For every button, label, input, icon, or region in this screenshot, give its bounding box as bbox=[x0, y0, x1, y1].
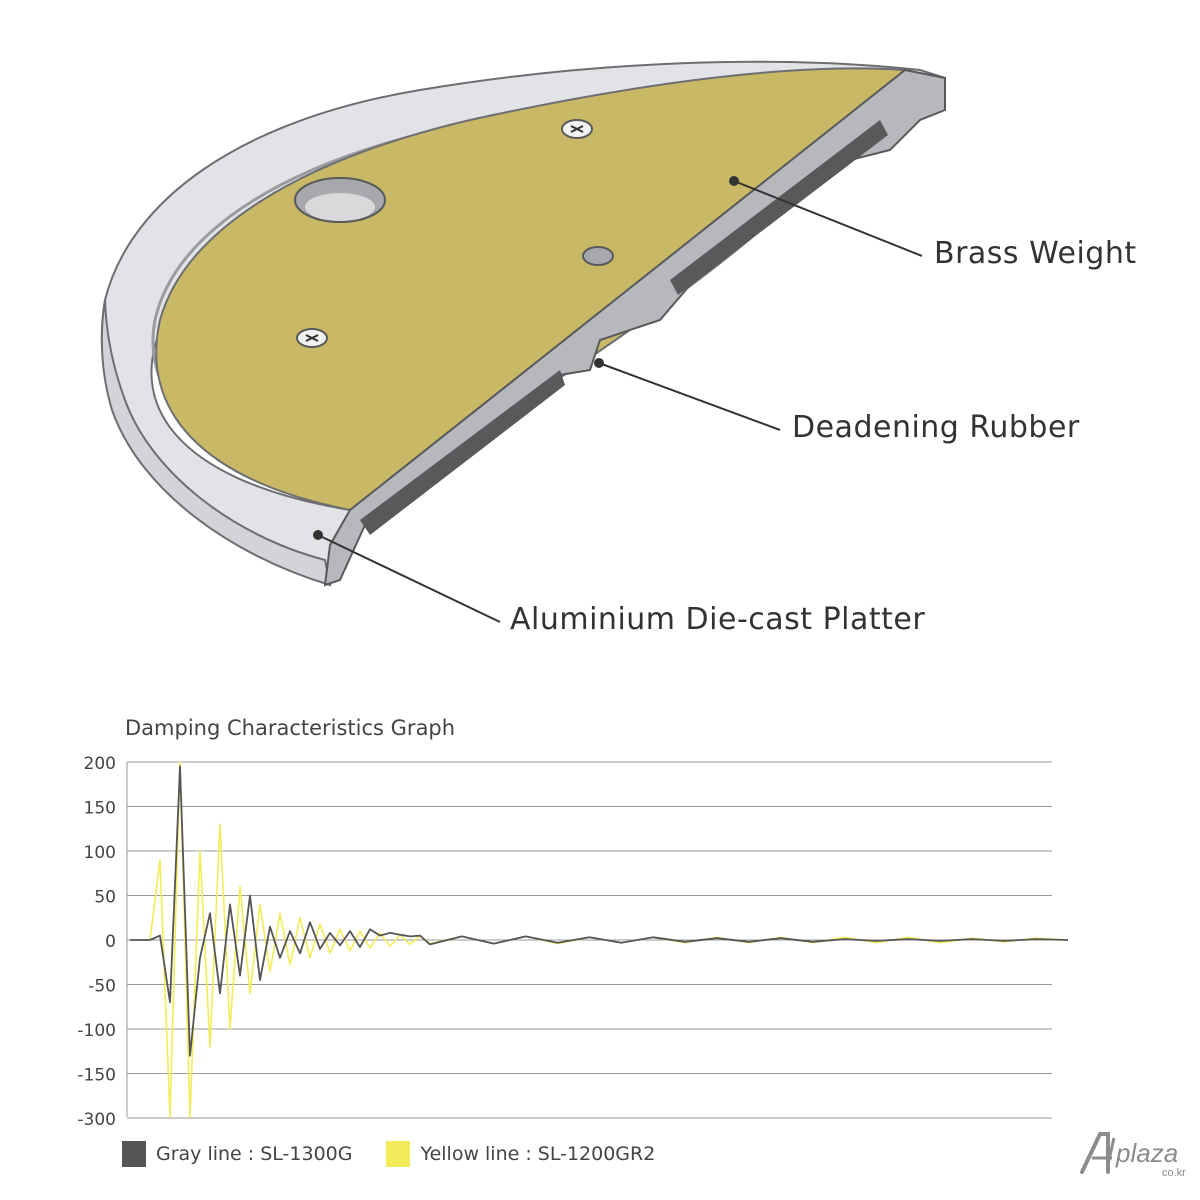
damping-chart: 200 150 100 50 0 -50 -100 -150 -300 bbox=[77, 754, 1069, 1130]
rubber-leader-line bbox=[598, 362, 781, 431]
cut-section-dark-band bbox=[360, 370, 565, 535]
legend-swatch-gray bbox=[122, 1141, 146, 1167]
legend-label-gray: Gray line : SL-1300G bbox=[156, 1143, 353, 1165]
chart-y-tick-label: -300 bbox=[77, 1110, 116, 1130]
chart-y-tick-label: -50 bbox=[88, 977, 116, 997]
platter-cross-section-illustration bbox=[100, 60, 947, 623]
chart-y-tick-label: 50 bbox=[94, 888, 116, 908]
chart-y-ticks: 200 150 100 50 0 -50 -100 -150 -300 bbox=[77, 754, 116, 1130]
brass-leader-line bbox=[733, 180, 923, 257]
legend-item-yellow: Yellow line : SL-1200GR2 bbox=[386, 1141, 655, 1167]
avplaza-watermark-logo: plaza co.kr bbox=[1080, 1132, 1186, 1179]
chart-y-tick-label: 100 bbox=[84, 843, 116, 863]
legend-label-yellow: Yellow line : SL-1200GR2 bbox=[420, 1143, 656, 1165]
series-line-gray bbox=[130, 765, 1069, 1057]
small-hole bbox=[582, 246, 614, 266]
aluminium-platter-label: Aluminium Die-cast Platter bbox=[510, 602, 926, 637]
screw-top bbox=[561, 119, 593, 139]
watermark-main-text: plaza bbox=[1115, 1138, 1178, 1168]
legend-item-gray: Gray line : SL-1300G bbox=[122, 1141, 352, 1167]
legend-swatch-yellow bbox=[386, 1141, 411, 1167]
chart-y-tick-label: 150 bbox=[84, 799, 116, 819]
chart-y-tick-label: -150 bbox=[77, 1066, 116, 1086]
chart-title: Damping Characteristics Graph bbox=[125, 716, 456, 740]
platter-rim-front bbox=[100, 299, 332, 587]
chart-legend: Gray line : SL-1300G Yellow line : SL-12… bbox=[122, 1138, 689, 1170]
brass-weight-label: Brass Weight bbox=[934, 236, 1137, 271]
chart-series bbox=[130, 761, 1069, 1118]
platter-leader-line bbox=[317, 534, 501, 623]
chart-y-tick-label: 200 bbox=[84, 754, 116, 774]
cut-section-dark-band-right bbox=[670, 120, 888, 295]
screw-left bbox=[296, 328, 328, 348]
deadening-rubber-label: Deadening Rubber bbox=[792, 410, 1080, 445]
watermark-sub-text: co.kr bbox=[1162, 1167, 1186, 1179]
center-hole-inner bbox=[305, 193, 375, 221]
chart-y-tick-label: -100 bbox=[77, 1021, 116, 1041]
chart-grid bbox=[126, 761, 1052, 1119]
chart-y-tick-label: 0 bbox=[105, 932, 116, 952]
